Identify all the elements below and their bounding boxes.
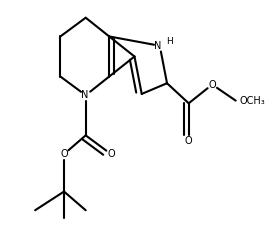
Text: N: N <box>81 90 89 100</box>
Text: O: O <box>60 149 68 159</box>
Text: N: N <box>154 41 161 51</box>
Text: O: O <box>208 80 216 90</box>
Text: O: O <box>107 149 115 159</box>
Text: OCH₃: OCH₃ <box>239 96 265 106</box>
Text: O: O <box>185 136 193 146</box>
Text: H: H <box>166 37 173 46</box>
